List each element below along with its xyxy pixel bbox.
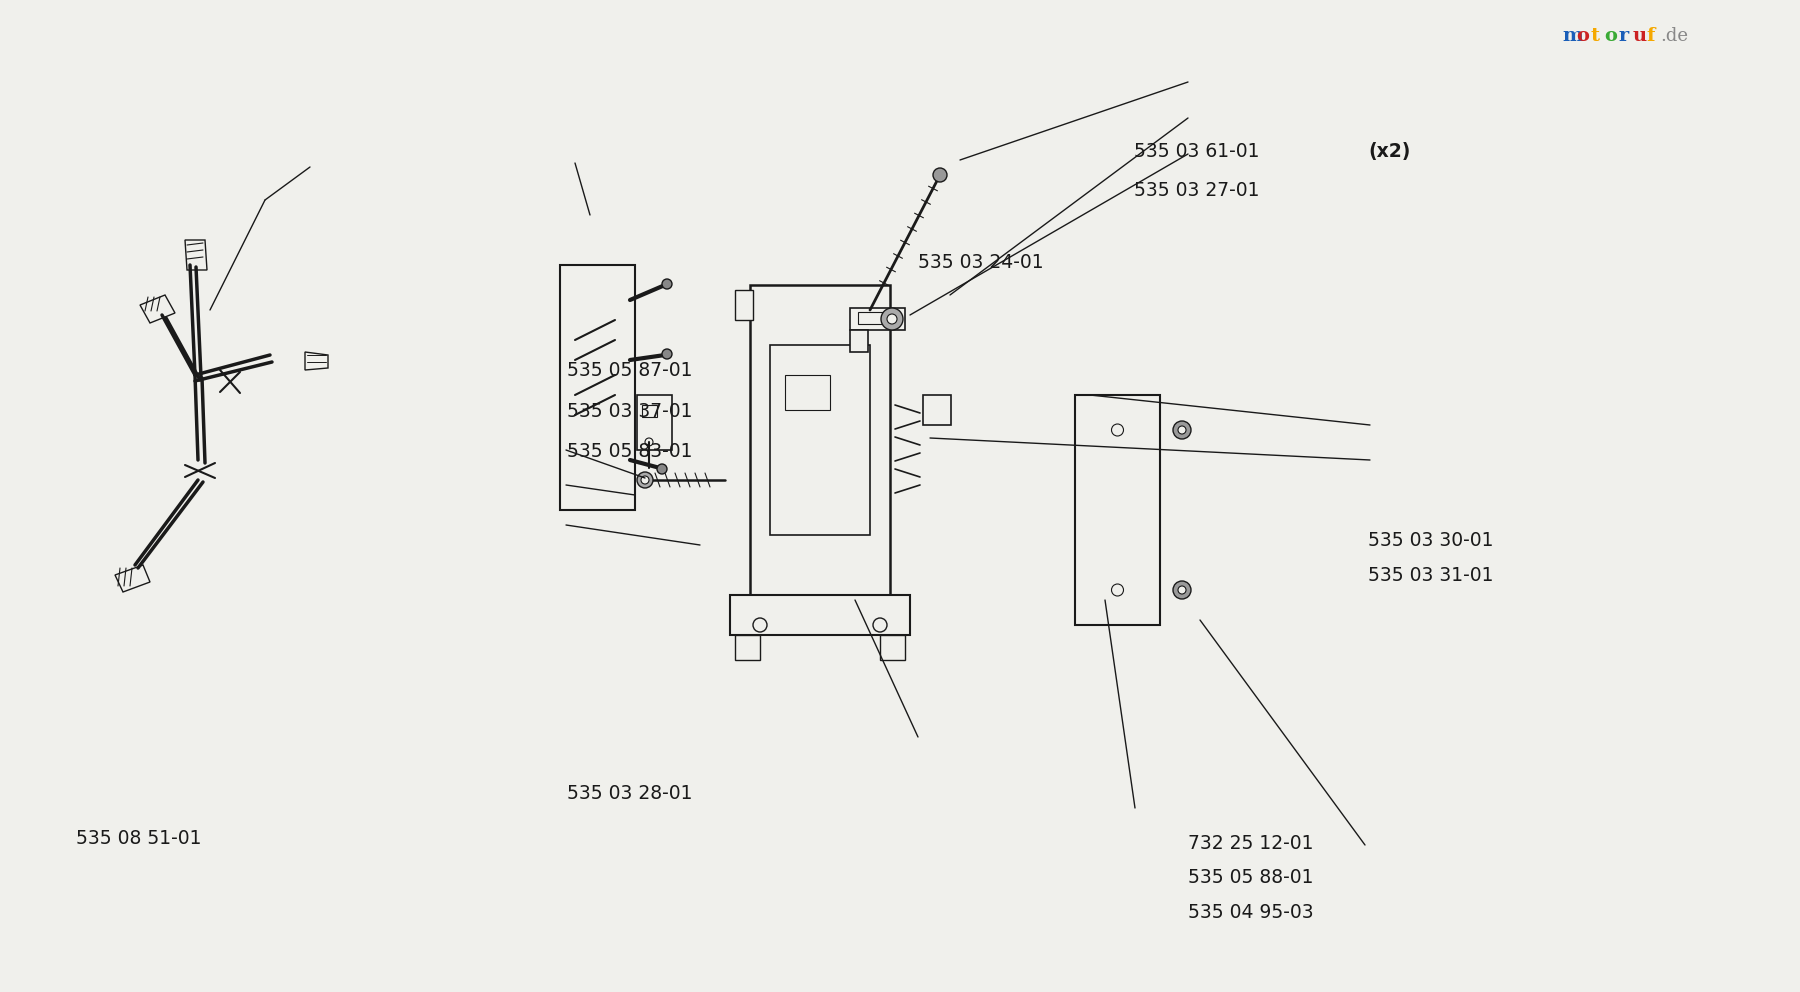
Circle shape <box>662 279 671 289</box>
Text: 535 05 83-01: 535 05 83-01 <box>567 441 693 461</box>
Text: 535 03 61-01: 535 03 61-01 <box>1134 142 1260 162</box>
Bar <box>560 265 635 510</box>
Text: .de: .de <box>1660 27 1688 45</box>
Bar <box>731 595 911 635</box>
Text: 732 25 12-01: 732 25 12-01 <box>1188 833 1314 853</box>
Circle shape <box>662 349 671 359</box>
Circle shape <box>1174 421 1192 439</box>
Text: 535 03 30-01: 535 03 30-01 <box>1368 531 1494 551</box>
Text: 535 08 51-01: 535 08 51-01 <box>76 828 202 848</box>
Text: o: o <box>1604 27 1616 45</box>
Bar <box>734 290 752 320</box>
Circle shape <box>880 308 904 330</box>
Bar <box>637 395 671 450</box>
Bar <box>751 285 889 605</box>
Text: r: r <box>1618 27 1629 45</box>
Bar <box>859 312 887 324</box>
Bar <box>734 635 760 660</box>
Text: 535 05 87-01: 535 05 87-01 <box>567 360 693 380</box>
Text: m: m <box>1562 27 1584 45</box>
Circle shape <box>932 168 947 182</box>
Circle shape <box>887 314 896 324</box>
Text: 535 03 24-01: 535 03 24-01 <box>918 253 1044 273</box>
Text: 535 03 31-01: 535 03 31-01 <box>1368 565 1494 585</box>
Text: 535 03 28-01: 535 03 28-01 <box>567 784 693 804</box>
Circle shape <box>1174 581 1192 599</box>
Text: f: f <box>1647 27 1654 45</box>
Circle shape <box>637 472 653 488</box>
Bar <box>850 308 905 330</box>
Circle shape <box>873 618 887 632</box>
Bar <box>770 345 869 535</box>
Text: u: u <box>1633 27 1647 45</box>
Polygon shape <box>185 240 207 270</box>
Text: 535 05 88-01: 535 05 88-01 <box>1188 868 1314 888</box>
Bar <box>643 405 657 417</box>
Text: 535 03 37-01: 535 03 37-01 <box>567 402 693 422</box>
Bar <box>785 375 830 410</box>
Bar <box>923 395 950 425</box>
Circle shape <box>1177 426 1186 434</box>
Circle shape <box>657 464 668 474</box>
Circle shape <box>641 476 650 484</box>
Polygon shape <box>115 565 149 592</box>
Circle shape <box>1112 424 1123 436</box>
Circle shape <box>1112 584 1123 596</box>
Bar <box>880 635 905 660</box>
Polygon shape <box>304 352 328 370</box>
Circle shape <box>1177 586 1186 594</box>
Text: (x2): (x2) <box>1368 142 1411 162</box>
Text: t: t <box>1591 27 1600 45</box>
Text: 535 04 95-03: 535 04 95-03 <box>1188 903 1314 923</box>
Polygon shape <box>140 295 175 323</box>
Text: o: o <box>1577 27 1589 45</box>
Bar <box>1075 395 1159 625</box>
Bar <box>850 330 868 352</box>
Circle shape <box>644 438 653 446</box>
Text: 535 03 27-01: 535 03 27-01 <box>1134 181 1260 200</box>
Circle shape <box>752 618 767 632</box>
